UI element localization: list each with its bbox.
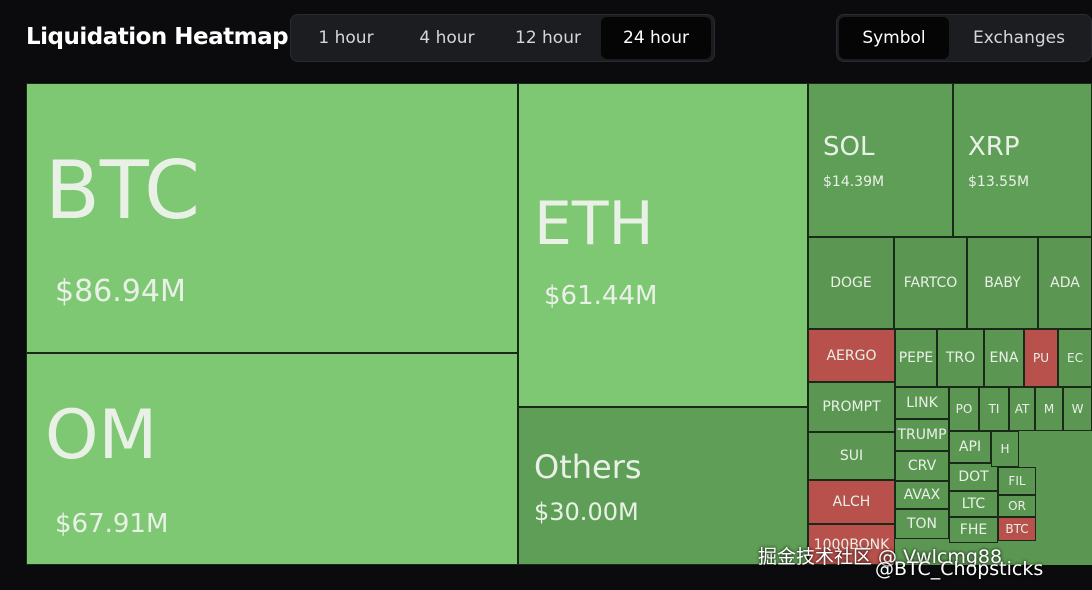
tile[interactable]: TI — [979, 387, 1009, 431]
tile[interactable]: AVAX — [895, 481, 949, 509]
tile-label: FARTCO — [903, 275, 958, 291]
tile-label: SOL — [823, 132, 875, 162]
tile-label: LINK — [906, 395, 938, 411]
tile[interactable]: Others $30.00M — [518, 407, 808, 565]
tile[interactable]: CRV — [895, 451, 949, 481]
tile-label: PO — [955, 402, 973, 416]
tile[interactable]: EC — [1058, 329, 1092, 387]
view-tab[interactable]: Symbol — [839, 17, 949, 59]
tile[interactable]: AT — [1009, 387, 1035, 431]
view-tab[interactable]: Exchanges — [973, 28, 1065, 48]
tile[interactable]: BTC — [998, 517, 1036, 541]
tile-value: $67.91M — [55, 509, 169, 539]
time-tabs: 1 hour 4 hour 12 hour 24 hour — [290, 14, 715, 62]
tile[interactable]: ENA — [984, 329, 1024, 387]
tile-value: $13.55M — [968, 174, 1030, 190]
tile-label: BTC — [45, 144, 200, 237]
tile[interactable]: TRO — [937, 329, 984, 387]
tile-label: LTC — [961, 496, 986, 512]
tile[interactable]: DOT — [949, 463, 998, 491]
tile-label: 1000BONK — [813, 536, 890, 553]
tile[interactable]: ADA — [1038, 237, 1092, 329]
time-tab[interactable]: 12 hour — [515, 28, 581, 48]
tile-label: FHE — [959, 522, 988, 538]
tile-label: PU — [1032, 351, 1050, 365]
tile-label: AT — [1014, 402, 1030, 416]
tile-value: $14.39M — [823, 174, 885, 190]
tile-label: OM — [45, 396, 158, 475]
tile-label: BTC — [1005, 522, 1029, 536]
page-title: Liquidation Heatmap — [26, 24, 289, 50]
tile[interactable]: SUI — [808, 432, 895, 480]
tile[interactable]: PO — [949, 387, 979, 431]
tile-label: AERGO — [826, 347, 877, 364]
tile-label: OR — [1008, 499, 1026, 513]
tile[interactable]: PEPE — [895, 329, 937, 387]
tile-label: ETH — [534, 189, 654, 259]
tile[interactable]: XRP $13.55M — [953, 83, 1092, 237]
tile-label: BABY — [984, 275, 1021, 291]
tile-value: $86.94M — [55, 274, 186, 309]
tile-label: TON — [906, 516, 938, 532]
tile[interactable]: 1000BONK — [808, 524, 895, 565]
tile[interactable]: TRUMP — [895, 419, 949, 451]
tile[interactable]: AERGO — [808, 329, 895, 382]
treemap: BTC $86.94M OM $67.91M ETH $61.44M Others $30.0… — [26, 83, 1092, 565]
tile-value: $30.00M — [534, 498, 639, 526]
tile-label: TRUMP — [897, 427, 947, 443]
tile-label: ALCH — [832, 494, 871, 510]
tile[interactable]: API — [949, 431, 991, 463]
tile-label: API — [958, 439, 982, 455]
tile[interactable]: LINK — [895, 387, 949, 419]
tile-label: M — [1043, 402, 1055, 416]
tile[interactable]: M — [1035, 387, 1063, 431]
tile-label: ENA — [989, 350, 1019, 366]
tile[interactable]: FIL — [998, 467, 1036, 495]
tile-label: DOGE — [830, 275, 872, 291]
tile-label: TRO — [945, 350, 976, 366]
tile[interactable]: ALCH — [808, 480, 895, 524]
tile-label: ADA — [1050, 275, 1080, 291]
view-tabs: Symbol Exchanges — [836, 14, 1092, 62]
tile[interactable]: W — [1063, 387, 1092, 431]
tile-label: PEPE — [898, 350, 934, 366]
tile-label: CRV — [907, 458, 937, 474]
tile[interactable]: H — [991, 431, 1019, 467]
watermark: 掘金技术社区 @ Vwlcmg88 — [758, 546, 1003, 568]
time-tab[interactable]: 1 hour — [318, 28, 374, 48]
tile-label: TI — [988, 402, 1000, 416]
tile[interactable]: OM $67.91M — [26, 353, 518, 565]
tile-value: $61.44M — [544, 281, 658, 311]
tile[interactable]: TON — [895, 509, 949, 539]
tile-label: SUI — [839, 448, 864, 464]
tile-label: DOT — [958, 469, 989, 485]
tile[interactable]: LTC — [949, 491, 998, 517]
time-tab[interactable]: 4 hour — [419, 28, 475, 48]
time-tab[interactable]: 24 hour — [601, 17, 711, 59]
tile[interactable]: PU — [1024, 329, 1058, 387]
tile-label: H — [1000, 442, 1010, 456]
tile[interactable]: ETH $61.44M — [518, 83, 808, 407]
tile[interactable]: BTC $86.94M — [26, 83, 518, 353]
tile[interactable]: PROMPT — [808, 382, 895, 432]
tile[interactable]: DOGE — [808, 237, 894, 329]
tile-label: XRP — [968, 132, 1020, 162]
tile-label: PROMPT — [822, 399, 881, 415]
tile-label: Others — [534, 448, 642, 486]
tile-label: FIL — [1008, 474, 1026, 488]
tile-label: AVAX — [903, 487, 941, 503]
tile-label: W — [1071, 402, 1084, 416]
tile[interactable]: OR — [998, 495, 1036, 517]
tile[interactable]: SOL $14.39M — [808, 83, 953, 237]
tile[interactable]: FHE — [949, 517, 998, 543]
tile[interactable]: BABY — [967, 237, 1038, 329]
tile[interactable]: FARTCO — [894, 237, 967, 329]
watermark: @BTC_Chopsticks — [875, 558, 1044, 580]
tile-label: EC — [1067, 351, 1083, 365]
